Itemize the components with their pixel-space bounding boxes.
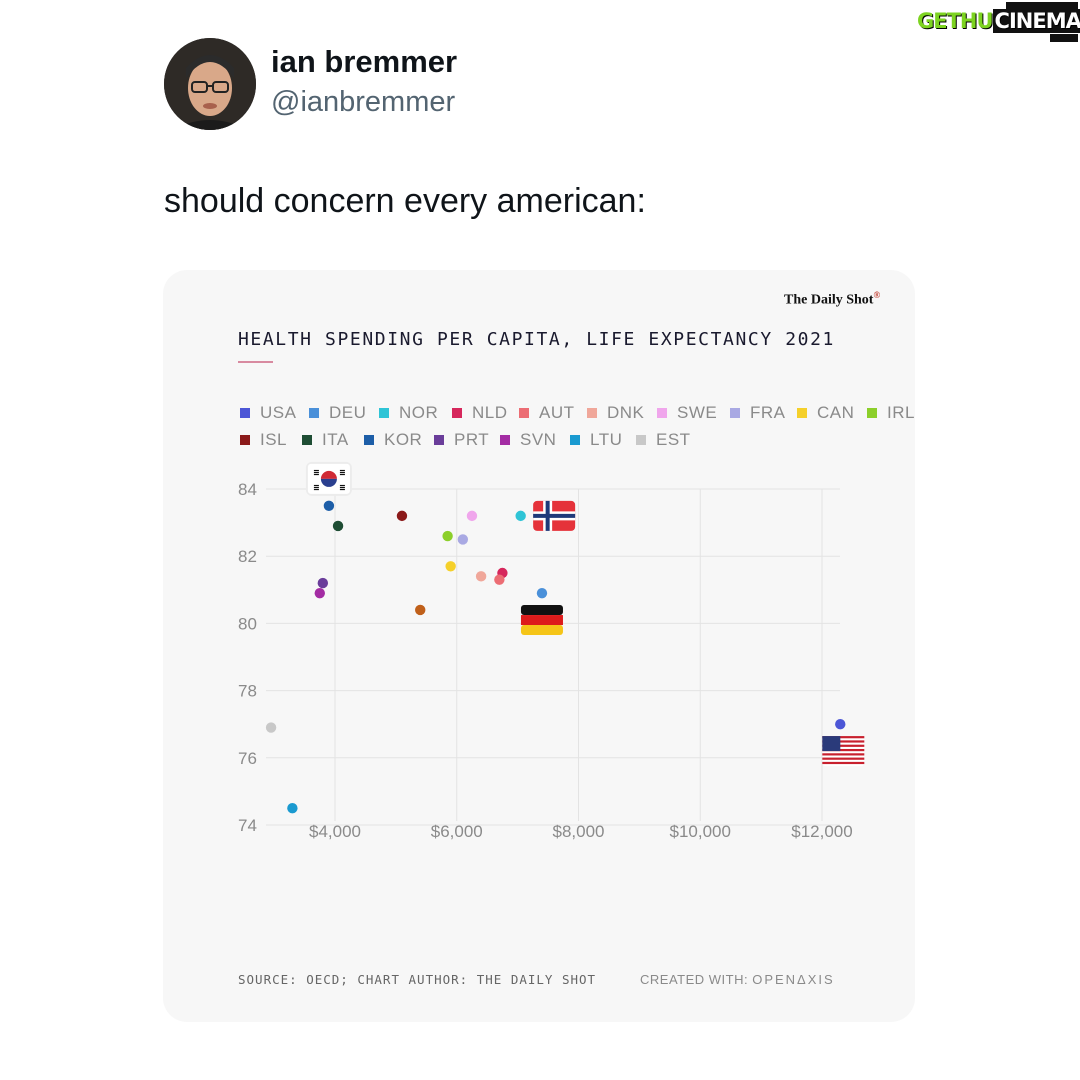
- brand-trademark-icon: ®: [873, 290, 881, 300]
- legend-item-est: EST: [636, 430, 691, 449]
- legend-swatch: [587, 408, 597, 418]
- avatar-portrait-icon: [164, 38, 256, 130]
- legend-label: IRL: [887, 403, 915, 422]
- chart-source: SOURCE: OECD; CHART AUTHOR: THE DAILY SH…: [238, 972, 597, 987]
- legend-item-svn: SVN: [500, 430, 557, 449]
- legend-label: ITA: [322, 430, 349, 449]
- watermark-logo: GETHU CINEMA: [917, 8, 1080, 34]
- watermark-film-strip: [1006, 2, 1078, 10]
- legend-label: AUT: [539, 403, 575, 422]
- legend-item-fra: FRA: [730, 403, 786, 422]
- legend-label: DNK: [607, 403, 645, 422]
- legend-swatch: [730, 408, 740, 418]
- legend-swatch: [657, 408, 667, 418]
- watermark-text-b: CINEMA: [992, 9, 1080, 33]
- created-with-brand: OPENΔXIS: [752, 972, 835, 987]
- legend-label: NOR: [399, 403, 439, 422]
- legend-label: NLD: [472, 403, 508, 422]
- legend-label: FRA: [750, 403, 786, 422]
- legend-swatch: [797, 408, 807, 418]
- brand-logo: The Daily Shot®: [784, 290, 880, 309]
- chart-title: HEALTH SPENDING PER CAPITA, LIFE EXPECTA…: [238, 329, 835, 350]
- legend-swatch: [302, 435, 312, 445]
- legend-label: EST: [656, 430, 691, 449]
- legend-item-ltu: LTU: [570, 430, 623, 449]
- tweet-text: should concern every american:: [164, 182, 646, 220]
- legend-label: SWE: [677, 403, 718, 422]
- legend-label: LTU: [590, 430, 623, 449]
- legend-item-prt: PRT: [434, 430, 490, 449]
- brand-name: The Daily Shot: [784, 292, 874, 308]
- legend-label: ISL: [260, 430, 288, 449]
- avatar[interactable]: [164, 38, 256, 130]
- legend-item-kor: KOR: [364, 430, 423, 449]
- legend-swatch: [636, 435, 646, 445]
- legend-swatch: [240, 408, 250, 418]
- legend-swatch: [364, 435, 374, 445]
- legend-item-isl: ISL: [240, 430, 288, 449]
- legend-item-nor: NOR: [379, 403, 439, 422]
- title-underline: [238, 361, 273, 363]
- created-with-label: CREATED WITH:: [640, 972, 749, 987]
- legend-item-can: CAN: [797, 403, 855, 422]
- watermark-text-a: GETHU: [917, 9, 994, 33]
- legend-label: CAN: [817, 403, 855, 422]
- legend-swatch: [867, 408, 877, 418]
- watermark-film-strip-bottom: [1050, 34, 1078, 42]
- legend-label: USA: [260, 403, 297, 422]
- legend-swatch: [309, 408, 319, 418]
- author-handle[interactable]: @ianbremmer: [271, 86, 456, 118]
- legend-swatch: [500, 435, 510, 445]
- legend-item-usa: USA: [240, 403, 297, 422]
- created-with: CREATED WITH: OPENΔXIS: [640, 972, 835, 987]
- legend-swatch: [452, 408, 462, 418]
- legend-item-irl: IRL: [867, 403, 915, 422]
- legend-item-ita: ITA: [302, 430, 349, 449]
- legend-label: SVN: [520, 430, 557, 449]
- legend-swatch: [434, 435, 444, 445]
- legend-item-aut: AUT: [519, 403, 575, 422]
- legend-item-swe: SWE: [657, 403, 718, 422]
- legend-swatch: [570, 435, 580, 445]
- legend-swatch: [519, 408, 529, 418]
- legend-label: PRT: [454, 430, 490, 449]
- legend-swatch: [240, 435, 250, 445]
- legend-item-nld: NLD: [452, 403, 508, 422]
- legend-item-dnk: DNK: [587, 403, 645, 422]
- legend-item-deu: DEU: [309, 403, 367, 422]
- chart-card: [163, 270, 915, 1022]
- legend-label: DEU: [329, 403, 367, 422]
- legend-label: KOR: [384, 430, 423, 449]
- legend-swatch: [379, 408, 389, 418]
- author-name[interactable]: ian bremmer: [271, 44, 458, 79]
